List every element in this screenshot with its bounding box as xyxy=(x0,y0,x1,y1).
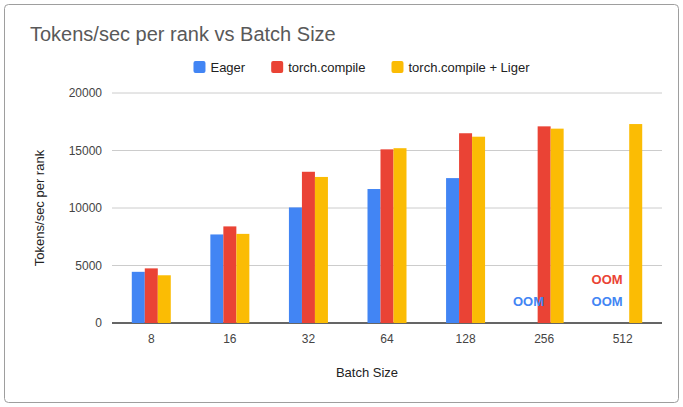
legend: Eager torch.compile torch.compile + Liger xyxy=(193,60,530,75)
bar xyxy=(629,124,642,323)
legend-label: torch.compile + Liger xyxy=(408,60,530,75)
x-tick-label: 8 xyxy=(148,332,155,346)
legend-label: Eager xyxy=(210,60,245,75)
y-axis-title: Tokens/sec per rank xyxy=(32,149,47,266)
bar xyxy=(223,226,236,323)
annotation: OOM xyxy=(592,272,623,287)
bar xyxy=(210,234,223,323)
bar xyxy=(446,178,459,323)
x-tick-label: 256 xyxy=(534,332,554,346)
legend-label: torch.compile xyxy=(288,60,365,75)
legend-swatch xyxy=(271,61,283,73)
y-tick-label: 5000 xyxy=(75,259,102,273)
y-tick-label: 0 xyxy=(95,316,102,330)
legend-swatch xyxy=(193,61,205,73)
bar xyxy=(236,234,249,323)
bar xyxy=(289,207,302,323)
bar xyxy=(551,129,564,323)
bar xyxy=(394,148,407,323)
chart-frame xyxy=(5,5,679,403)
bar xyxy=(158,275,171,323)
bar xyxy=(381,149,394,323)
x-axis-title: Batch Size xyxy=(336,365,398,380)
bar xyxy=(459,133,472,323)
bar xyxy=(315,177,328,323)
x-tick-label: 16 xyxy=(223,332,237,346)
chart-svg: Tokens/sec per rank vs Batch Size 0 5000 10… xyxy=(0,0,683,407)
chart-root: Tokens/sec per rank vs Batch Size 0 5000 10… xyxy=(0,0,683,407)
bar xyxy=(132,272,145,323)
annotation: OOM xyxy=(592,294,623,309)
x-tick-label: 32 xyxy=(302,332,316,346)
x-tick-label: 64 xyxy=(380,332,394,346)
title: Tokens/sec per rank vs Batch Size xyxy=(30,23,336,45)
bars xyxy=(132,124,642,323)
legend-swatch xyxy=(391,61,403,73)
bar xyxy=(472,137,485,323)
x-tick-label: 128 xyxy=(456,332,476,346)
y-tick-label: 20000 xyxy=(69,86,103,100)
x-tick-label: 512 xyxy=(613,332,633,346)
y-tick-label: 10000 xyxy=(69,201,103,215)
y-tick-label: 15000 xyxy=(69,144,103,158)
bar xyxy=(145,268,158,323)
bar xyxy=(302,172,315,323)
grid-line xyxy=(112,93,662,94)
bar xyxy=(368,189,381,323)
annotation: OOM xyxy=(513,294,544,309)
